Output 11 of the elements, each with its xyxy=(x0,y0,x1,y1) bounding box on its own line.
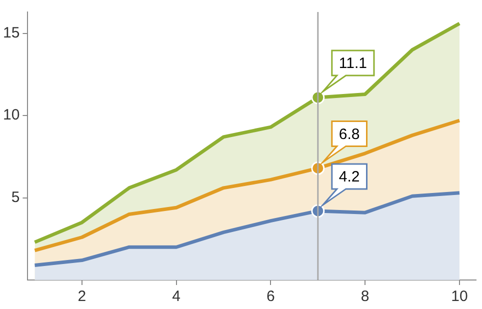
x-tick-label: 10 xyxy=(451,288,468,306)
data-label: 4.2 xyxy=(338,168,360,186)
x-tick-label: 4 xyxy=(172,288,181,306)
data-label: 11.1 xyxy=(338,55,368,72)
x-tick-label: 6 xyxy=(266,288,275,306)
y-tick-label: 5 xyxy=(11,188,20,206)
x-tick-label: 2 xyxy=(78,288,86,306)
data-label: 6.8 xyxy=(338,126,360,143)
y-tick-label: 10 xyxy=(2,106,20,124)
y-tick-label: 15 xyxy=(2,24,20,42)
x-tick-label: 8 xyxy=(360,288,370,306)
